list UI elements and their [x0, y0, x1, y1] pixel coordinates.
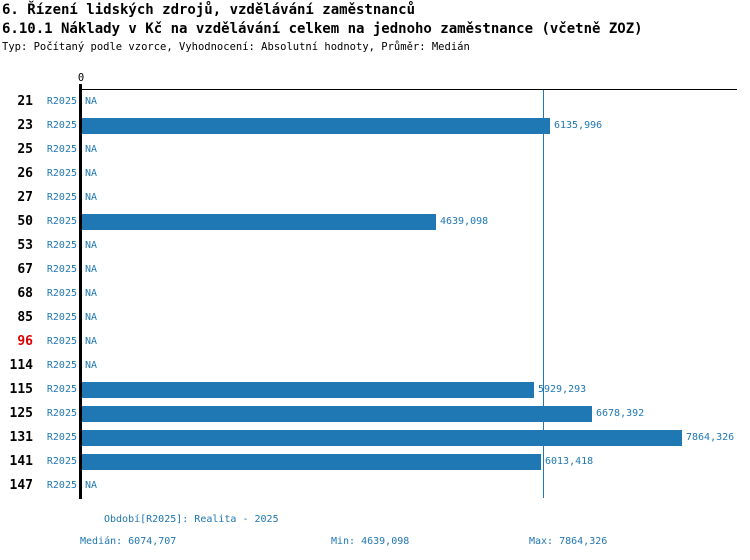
row-category-label: 25 — [17, 142, 33, 157]
row-category-label: 50 — [17, 214, 33, 229]
row-category-label: 85 — [17, 310, 33, 325]
row-period-label: R2025 — [46, 312, 77, 323]
median-stat: Medián: 6074,707 — [80, 536, 177, 547]
na-label: NA — [85, 144, 98, 155]
na-label: NA — [85, 192, 98, 203]
na-label: NA — [85, 168, 98, 179]
na-label: NA — [85, 240, 98, 251]
row-category-label: 21 — [17, 94, 33, 109]
row-category-label: 68 — [17, 286, 33, 301]
row-period-label: R2025 — [46, 384, 77, 395]
value-bar — [82, 454, 541, 470]
chart-meta-line: Typ: Počítaný podle vzorce, Vyhodnocení:… — [2, 41, 470, 53]
row-period-label: R2025 — [46, 264, 77, 275]
value-label: 6678,392 — [596, 408, 645, 419]
row-period-label: R2025 — [46, 144, 77, 155]
row-category-label: 26 — [17, 166, 33, 181]
period-legend: Období[R2025]: Realita - 2025 — [104, 514, 279, 525]
row-period-label: R2025 — [46, 336, 77, 347]
row-category-label: 114 — [9, 358, 33, 373]
value-label: 4639,098 — [440, 216, 489, 227]
row-category-label: 115 — [9, 382, 33, 397]
row-category-label: 131 — [9, 430, 33, 445]
x-axis-line — [80, 89, 737, 90]
row-category-label: 23 — [17, 118, 33, 133]
na-label: NA — [85, 288, 98, 299]
chart-title: 6.10.1 Náklady v Kč na vzdělávání celkem… — [2, 21, 643, 37]
na-label: NA — [85, 480, 98, 491]
row-period-label: R2025 — [46, 456, 77, 467]
na-label: NA — [85, 336, 98, 347]
value-bar — [82, 214, 436, 230]
na-label: NA — [85, 96, 98, 107]
value-label: 6013,418 — [545, 456, 594, 467]
value-bar — [82, 118, 550, 134]
report-section-title: 6. Řízení lidských zdrojů, vzdělávání za… — [2, 2, 416, 18]
y-axis-line — [79, 84, 82, 499]
row-category-label: 96 — [17, 334, 33, 349]
row-period-label: R2025 — [46, 408, 77, 419]
row-period-label: R2025 — [46, 480, 77, 491]
row-category-label: 125 — [9, 406, 33, 421]
value-bar — [82, 430, 682, 446]
row-category-label: 141 — [9, 454, 33, 469]
na-label: NA — [85, 264, 98, 275]
row-period-label: R2025 — [46, 168, 77, 179]
value-bar — [82, 406, 592, 422]
na-label: NA — [85, 312, 98, 323]
na-label: NA — [85, 360, 98, 371]
row-period-label: R2025 — [46, 360, 77, 371]
row-category-label: 53 — [17, 238, 33, 253]
value-label: 7864,326 — [686, 432, 735, 443]
row-period-label: R2025 — [46, 96, 77, 107]
row-period-label: R2025 — [46, 192, 77, 203]
row-period-label: R2025 — [46, 120, 77, 131]
row-period-label: R2025 — [46, 432, 77, 443]
value-label: 5929,293 — [538, 384, 587, 395]
row-period-label: R2025 — [46, 216, 77, 227]
row-category-label: 27 — [17, 190, 33, 205]
x-axis-zero-tick-label: 0 — [77, 72, 85, 84]
row-category-label: 147 — [9, 478, 33, 493]
row-period-label: R2025 — [46, 288, 77, 299]
median-reference-line — [543, 90, 544, 498]
value-bar — [82, 382, 534, 398]
min-stat: Min: 4639,098 — [331, 536, 410, 547]
row-period-label: R2025 — [46, 240, 77, 251]
row-category-label: 67 — [17, 262, 33, 277]
max-stat: Max: 7864,326 — [529, 536, 608, 547]
value-label: 6135,996 — [554, 120, 603, 131]
